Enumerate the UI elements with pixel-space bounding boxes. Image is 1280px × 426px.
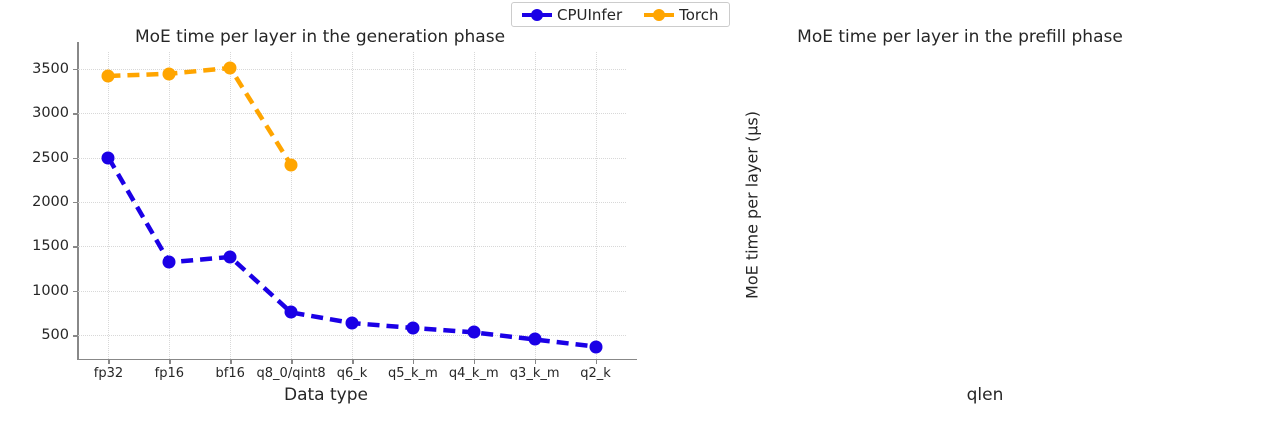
chart-legend: CPUInfer Torch — [511, 2, 730, 27]
data-point-cpuinfer — [101, 151, 115, 165]
legend-entry-torch: Torch — [644, 5, 719, 24]
chart-panel-prefill: MoE time per layer in the prefill phase … — [640, 0, 1280, 426]
data-point-torch — [162, 67, 176, 81]
data-point-cpuinfer — [467, 325, 481, 339]
y-axis-label-prefill: MoE time per layer (μs) — [742, 111, 762, 299]
x-tick-mark — [291, 359, 293, 364]
x-tick-label: q2_k — [580, 366, 611, 381]
legend-label-cpuinfer: CPUInfer — [557, 5, 623, 24]
gridline-x — [230, 52, 232, 359]
gridline-x — [595, 52, 597, 359]
y-tick-label: 1000 — [32, 282, 69, 299]
y-tick-mark — [73, 68, 78, 71]
gridline-x — [169, 52, 171, 359]
x-tick-label: q3_k_m — [509, 366, 560, 381]
x-tick-label: q8_0/qint8 — [256, 366, 326, 381]
chart-title-generation: MoE time per layer in the generation pha… — [134, 27, 506, 47]
y-tick-mark — [73, 290, 78, 293]
x-tick-mark — [473, 359, 476, 364]
data-point-torch — [223, 61, 237, 75]
x-tick-label: q4_k_m — [448, 366, 499, 381]
x-axis-label-prefill: qlen — [966, 385, 1004, 405]
gridline-x — [108, 52, 110, 359]
legend-entry-cpuinfer: CPUInfer — [522, 6, 622, 24]
x-tick-mark — [108, 359, 110, 364]
gridline-x — [473, 52, 475, 359]
chart-panel-generation: MoE time per layer in the generation pha… — [32, 27, 637, 405]
y-tick-label: 3000 — [32, 105, 69, 122]
data-point-cpuinfer — [284, 305, 298, 319]
gridline-x — [534, 52, 536, 359]
y-tick-label: 3500 — [32, 60, 69, 77]
data-point-cpuinfer — [162, 255, 176, 269]
x-axis-label-generation: Data type — [284, 385, 368, 405]
legend-label-torch: Torch — [679, 5, 719, 24]
gridline-x — [291, 52, 293, 359]
y-tick-mark — [73, 157, 78, 160]
x-tick-label: bf16 — [215, 366, 245, 381]
x-tick-mark — [230, 359, 232, 364]
data-point-cpuinfer — [223, 250, 237, 264]
data-point-cpuinfer — [345, 316, 359, 330]
x-tick-mark — [352, 359, 354, 364]
x-tick-mark — [169, 359, 171, 364]
y-spine — [77, 42, 79, 359]
line-torch — [108, 65, 294, 167]
y-tick-label: 2000 — [32, 193, 69, 210]
y-tick-mark — [73, 113, 78, 115]
gridline-x — [412, 52, 414, 359]
x-tick-label: fp16 — [154, 366, 185, 381]
x-spine — [77, 358, 637, 360]
y-tick-mark — [73, 335, 78, 337]
y-tick-label: 500 — [41, 327, 69, 344]
legend-swatch-cpuinfer — [522, 8, 552, 21]
y-tick-label: 1500 — [32, 238, 69, 255]
x-tick-mark — [534, 359, 537, 364]
series-lines-generation — [106, 65, 596, 349]
x-tick-mark — [595, 359, 598, 364]
legend-swatch-torch — [644, 8, 675, 21]
y-tick-mark — [73, 246, 78, 248]
y-tick-mark — [73, 201, 78, 204]
data-point-cpuinfer — [406, 321, 420, 335]
data-point-cpuinfer — [589, 340, 603, 354]
y-tick-label: 2500 — [32, 149, 69, 166]
x-tick-label: q6_k — [336, 366, 368, 381]
gridline-x — [352, 52, 353, 359]
data-point-cpuinfer — [528, 332, 542, 346]
data-point-torch — [101, 69, 115, 83]
x-tick-label: fp32 — [93, 366, 124, 381]
plot-area-generation: 500 1000 1500 2000 2500 3000 3500 fp32 fp16 bf16 q… — [32, 42, 637, 381]
x-tick-label: q5_k_m — [388, 366, 438, 381]
chart-title-prefill: MoE time per layer in the prefill phase — [797, 27, 1123, 47]
data-point-torch — [284, 158, 298, 172]
x-tick-mark — [412, 359, 415, 364]
